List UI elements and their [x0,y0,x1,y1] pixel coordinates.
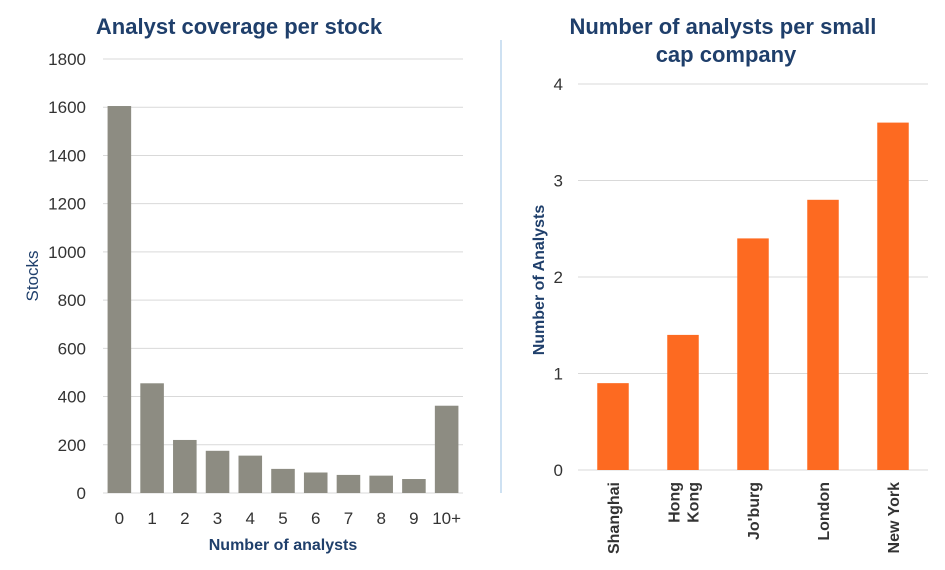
left-x-tick-label: 8 [376,509,385,528]
right-x-ticks: Shanghai Hong Kong Jo'burg London New York [606,482,903,554]
left-x-tick-label: 2 [180,509,189,528]
right-y-tick-label: 1 [554,365,563,384]
right-bar [597,383,629,470]
right-y-tick-label: 4 [554,75,563,94]
right-bars [597,122,909,471]
right-bar [877,122,909,470]
left-x-tick-label: 0 [115,509,124,528]
left-y-tick-label: 1400 [48,146,86,165]
right-bar [667,334,699,470]
left-x-tick-label: 4 [246,509,255,528]
right-x-tick-label: Jo'burg [746,482,763,540]
left-y-tick-label: 400 [58,388,86,407]
right-chart-title-line-1: Number of analysts per small [569,14,876,39]
right-x-tick-label: Hong [667,482,684,523]
left-bar [336,474,361,493]
left-x-tick-label: 9 [409,509,418,528]
left-y-axis-title: Stocks [23,250,42,301]
left-x-tick-label: 10+ [432,509,461,528]
left-x-tick-label: 5 [278,509,287,528]
right-y-tick-label: 0 [554,461,563,480]
left-bar [434,405,459,493]
left-bar [140,383,164,493]
right-y-tick-label: 3 [554,172,563,191]
right-y-tick-label: 2 [554,268,563,287]
left-y-ticks: 0 200 400 600 800 1000 1200 1400 1600 1800 [48,50,86,503]
right-x-tick-label: New York [886,482,903,554]
left-bar [271,468,295,493]
left-y-tick-label: 1200 [48,195,86,214]
left-chart-title: Analyst coverage per stock [96,14,383,39]
left-x-ticks: 0 1 2 3 4 5 6 7 8 9 10+ [115,509,461,528]
left-y-tick-label: 800 [58,291,86,310]
left-x-tick-label: 1 [147,509,156,528]
left-bar [107,106,132,494]
right-y-axis-title: Number of Analysts [531,205,548,356]
left-bar [402,479,426,493]
right-x-tick-label: Shanghai [606,482,623,554]
left-y-tick-label: 1800 [48,50,86,69]
left-x-tick-label: 6 [311,509,320,528]
chart-analyst-coverage: Analyst coverage per stock 0200400600800… [23,14,463,554]
left-x-axis-title: Number of analysts [209,537,358,554]
right-bar [807,199,839,471]
chart-analysts-small-cap: Number of analysts per small cap company… [531,14,928,554]
right-x-tick-label: Kong [686,482,703,523]
left-bar [238,455,263,493]
left-x-tick-label: 3 [213,509,222,528]
left-y-tick-label: 0 [77,484,86,503]
left-bar [205,450,230,493]
left-y-tick-label: 1000 [48,243,86,262]
left-bar [173,439,197,493]
left-y-tick-label: 600 [58,339,86,358]
left-bar [303,472,328,493]
left-x-tick-label: 7 [344,509,353,528]
right-x-tick-label: London [816,482,833,541]
left-y-tick-label: 200 [58,436,86,455]
left-bar [369,475,393,493]
right-bar [737,238,769,470]
right-chart-title: Number of analysts per small cap company [569,14,882,67]
left-bars [107,106,459,494]
right-y-ticks: 0 1 2 3 4 [554,75,563,480]
right-chart-title-line-2: cap company [656,42,797,67]
left-y-tick-label: 1600 [48,98,86,117]
